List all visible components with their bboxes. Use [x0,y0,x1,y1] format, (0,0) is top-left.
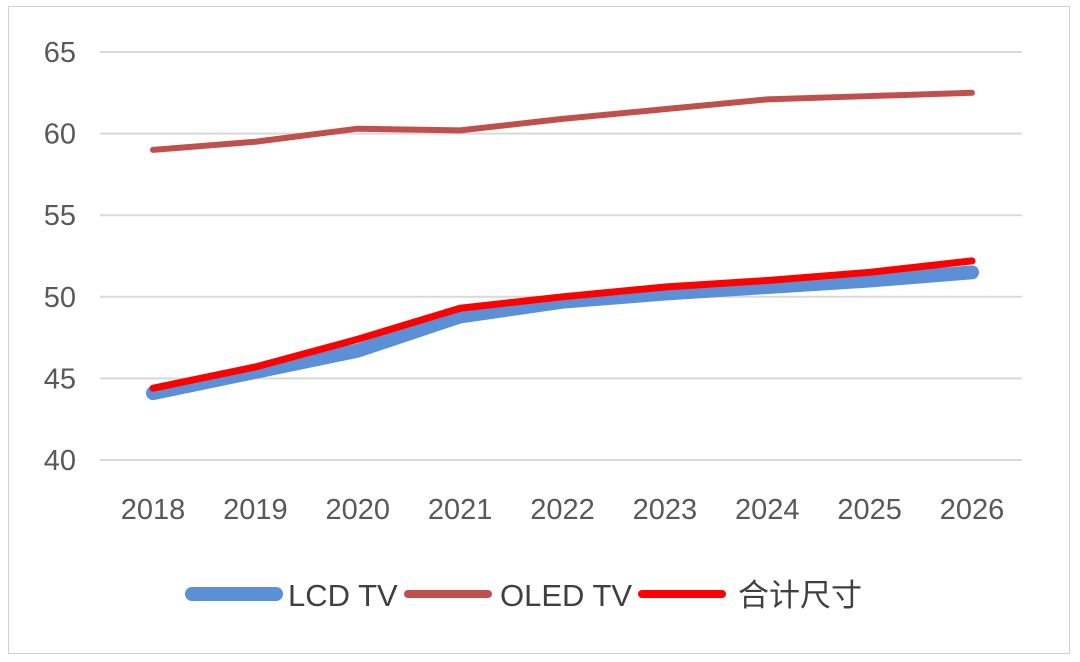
x-tick-label: 2018 [121,494,186,526]
y-tick-label: 55 [44,200,76,232]
x-tick-label: 2025 [837,494,902,526]
gridlines [100,51,1022,461]
y-axis-ticks: 40 45 50 55 60 65 [44,37,76,477]
legend-label-total-size: 合计尺寸 [738,578,862,613]
x-tick-label: 2022 [530,494,595,526]
chart-frame [8,6,1070,654]
y-tick-label: 40 [44,445,76,477]
series-line-0 [146,265,979,401]
x-axis-ticks: 2018 2019 2020 2021 2022 2023 2024 2025 2026 [121,494,1005,526]
y-tick-label: 45 [44,363,76,395]
series-lines [146,89,979,401]
legend-label-lcd-tv: LCD TV [288,578,398,613]
x-tick-label: 2026 [940,494,1005,526]
x-tick-label: 2024 [735,494,800,526]
x-tick-label: 2019 [223,494,288,526]
x-tick-label: 2023 [633,494,698,526]
x-tick-label: 2021 [428,494,493,526]
y-tick-label: 65 [44,37,76,69]
legend: LCD TV OLED TV 合计尺寸 [185,578,862,613]
legend-label-oled-tv: OLED TV [500,578,632,613]
y-tick-label: 60 [44,119,76,151]
x-tick-label: 2020 [325,494,390,526]
series-line-1 [150,89,975,153]
y-tick-label: 50 [44,282,76,314]
